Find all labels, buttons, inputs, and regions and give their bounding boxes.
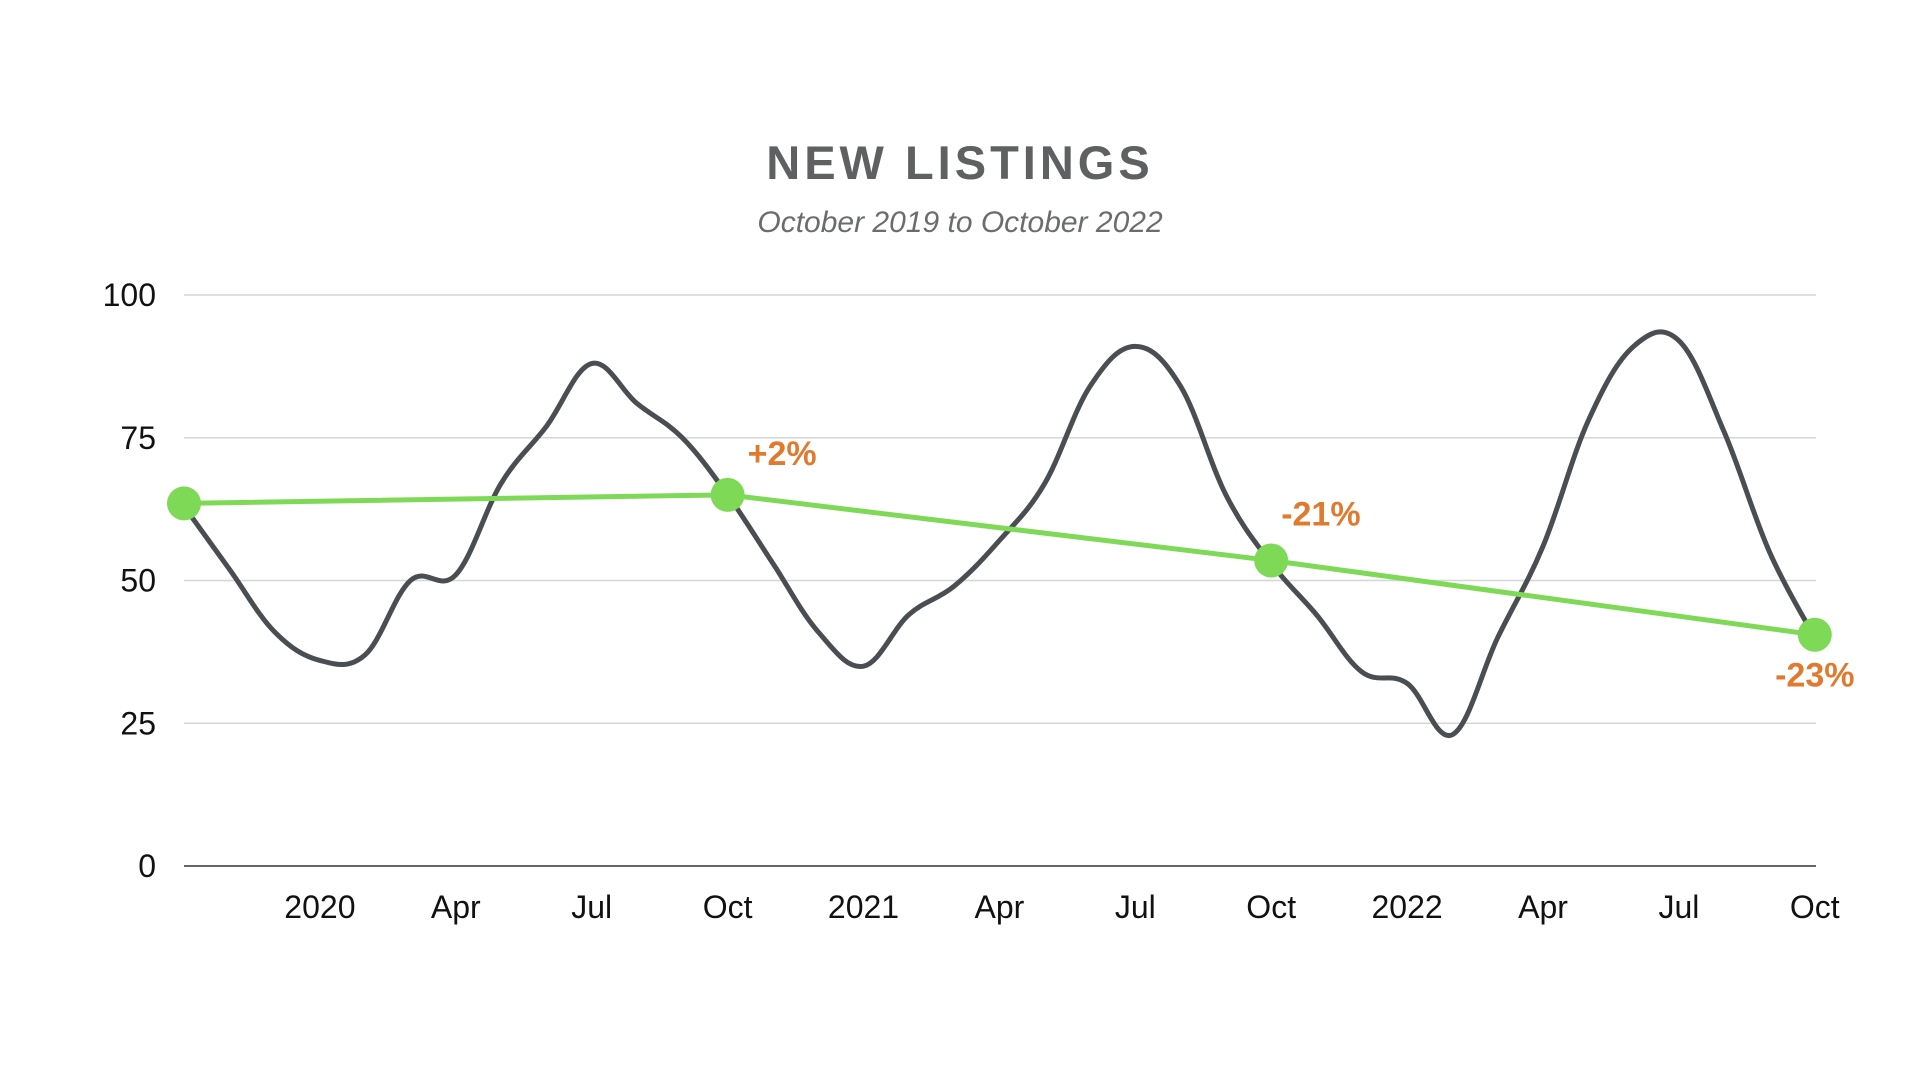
series-line-monthly — [181, 329, 1818, 738]
x-tick-label: 2020 — [284, 889, 355, 925]
x-tick-label: Jul — [571, 889, 612, 925]
x-tick-label: Oct — [1790, 889, 1840, 925]
comparison-points — [167, 477, 1832, 652]
change-annotation: +2% — [748, 435, 817, 473]
x-tick-label: 2021 — [828, 889, 899, 925]
series-lines — [181, 329, 1818, 738]
change-annotation: -21% — [1281, 496, 1360, 534]
x-tick-label: Apr — [1518, 889, 1568, 925]
y-tick-label: 50 — [120, 563, 156, 599]
y-tick-label: 25 — [120, 705, 156, 741]
x-tick-label: Apr — [975, 889, 1025, 925]
series-line-year-over-year — [183, 492, 1816, 638]
chart-subtitle: October 2019 to October 2022 — [757, 206, 1163, 239]
change-annotation: -23% — [1775, 657, 1854, 695]
chart-title: NEW LISTINGS — [766, 136, 1154, 189]
y-axis-ticks: 0 25 50 75 100 — [103, 277, 156, 884]
data-point — [710, 477, 745, 512]
annotations: +2% -21% -23% — [748, 435, 1855, 695]
x-tick-label: 2022 — [1372, 889, 1443, 925]
x-axis-ticks: 2020 Apr Jul Oct 2021 Apr Jul Oct 2022 Apr Jul Oct — [284, 889, 1839, 925]
y-tick-label: 75 — [120, 420, 156, 456]
y-tick-label: 0 — [138, 848, 156, 884]
x-tick-label: Apr — [431, 889, 481, 925]
x-tick-label: Jul — [1115, 889, 1156, 925]
data-point — [1797, 617, 1832, 652]
gridlines — [184, 294, 1816, 867]
x-tick-label: Jul — [1658, 889, 1699, 925]
data-point — [1254, 543, 1289, 578]
y-tick-label: 100 — [103, 277, 156, 313]
x-tick-label: Oct — [1246, 889, 1296, 925]
x-tick-label: Oct — [703, 889, 753, 925]
data-point — [167, 486, 201, 521]
